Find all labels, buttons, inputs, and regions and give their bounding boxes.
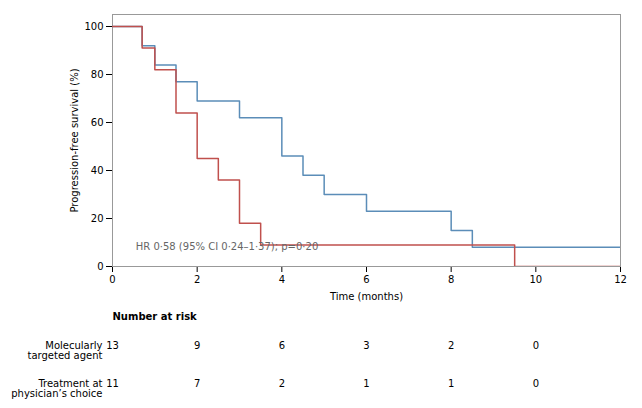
svg-text:9: 9 — [194, 340, 200, 351]
svg-text:100: 100 — [84, 21, 103, 32]
svg-text:60: 60 — [91, 117, 104, 128]
svg-text:HR 0·58 (95% CI 0·24–1·37); p=: HR 0·58 (95% CI 0·24–1·37); p=0·20 — [136, 241, 318, 252]
svg-text:Time (months): Time (months) — [329, 291, 403, 302]
svg-text:0: 0 — [533, 378, 539, 389]
svg-text:13: 13 — [106, 340, 119, 351]
svg-text:10: 10 — [529, 274, 542, 285]
svg-text:2: 2 — [279, 378, 285, 389]
svg-text:7: 7 — [194, 378, 200, 389]
svg-text:1: 1 — [363, 378, 369, 389]
svg-text:Progression-free survival (%): Progression-free survival (%) — [69, 68, 80, 212]
svg-text:2: 2 — [194, 274, 200, 285]
svg-text:1: 1 — [448, 378, 454, 389]
svg-text:40: 40 — [91, 165, 104, 176]
svg-text:2: 2 — [448, 340, 454, 351]
svg-text:11: 11 — [106, 378, 119, 389]
svg-text:0: 0 — [97, 261, 103, 272]
svg-text:0: 0 — [533, 340, 539, 351]
svg-text:Molecularlytargeted agent: Molecularlytargeted agent — [28, 340, 103, 361]
svg-text:Number at risk: Number at risk — [113, 311, 198, 322]
svg-text:3: 3 — [363, 340, 369, 351]
svg-text:20: 20 — [91, 213, 104, 224]
svg-text:8: 8 — [448, 274, 454, 285]
svg-text:6: 6 — [279, 340, 285, 351]
svg-text:4: 4 — [279, 274, 285, 285]
svg-text:Treatment atphysician’s choice: Treatment atphysician’s choice — [11, 378, 102, 399]
svg-text:12: 12 — [614, 274, 627, 285]
svg-text:6: 6 — [363, 274, 369, 285]
svg-text:80: 80 — [91, 69, 104, 80]
svg-text:0: 0 — [109, 274, 115, 285]
